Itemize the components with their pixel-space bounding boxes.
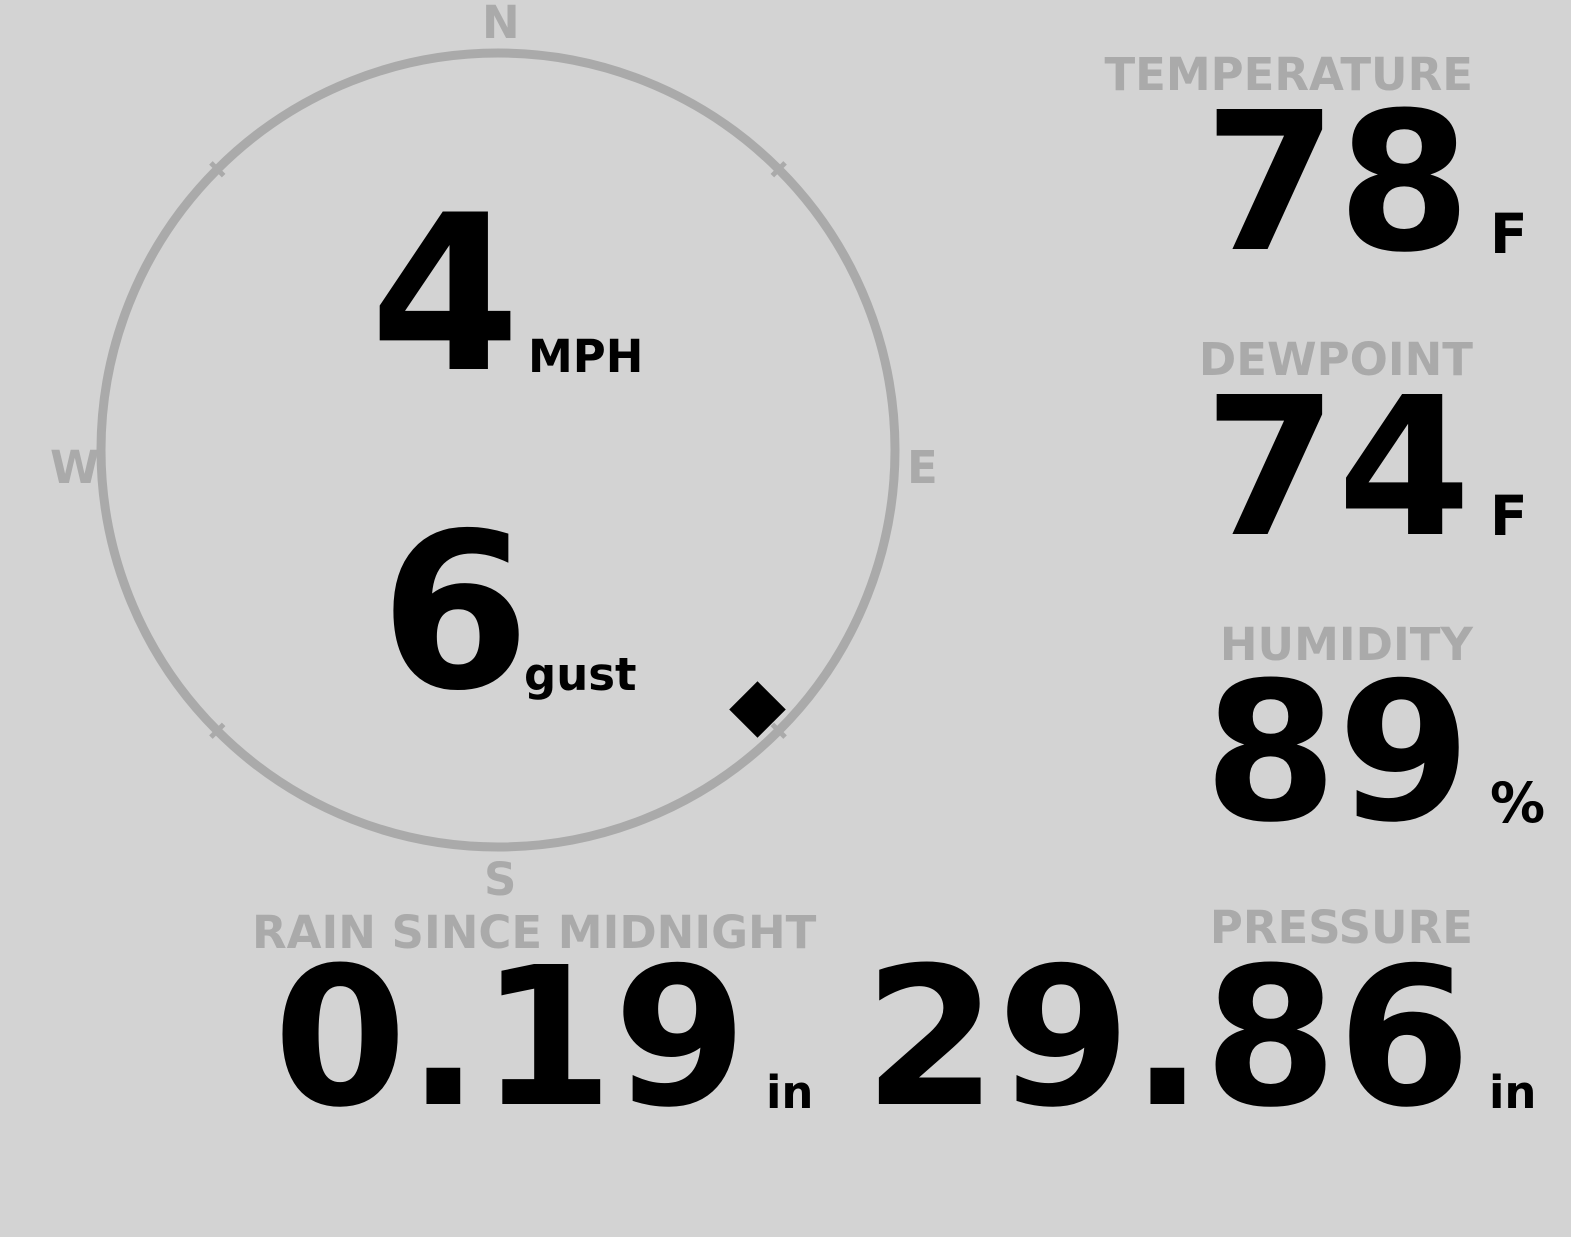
rain-label: RAIN SINCE MIDNIGHT <box>252 906 817 959</box>
temperature-unit: F <box>1490 202 1528 266</box>
wind-speed-unit: MPH <box>528 330 644 383</box>
compass-ring <box>96 48 900 852</box>
humidity-label: HUMIDITY <box>1219 618 1473 671</box>
compass-ticks <box>209 161 787 739</box>
compass-e: E <box>907 441 938 494</box>
humidity-unit: % <box>1490 771 1546 835</box>
wind-direction-marker <box>729 681 786 738</box>
compass-tick <box>209 161 226 178</box>
rain-unit: in <box>766 1066 814 1119</box>
dewpoint-value: 74 <box>1203 357 1471 580</box>
compass-w: W <box>50 441 100 494</box>
wind-speed-value: 4 <box>370 169 521 420</box>
humidity-value: 89 <box>1203 642 1471 865</box>
wind-gust-unit: gust <box>524 648 637 701</box>
compass-tick <box>770 161 787 178</box>
compass-n: N <box>482 0 520 49</box>
dewpoint-label: DEWPOINT <box>1198 333 1473 386</box>
wind-compass <box>96 48 900 852</box>
dewpoint-unit: F <box>1490 484 1528 548</box>
compass-tick <box>770 722 787 739</box>
pressure-label: PRESSURE <box>1209 901 1473 954</box>
compass-s: S <box>484 853 517 906</box>
temperature-label: TEMPERATURE <box>1104 48 1473 101</box>
pressure-value: 29.86 <box>863 927 1471 1150</box>
compass-tick <box>209 722 226 739</box>
rain-value: 0.19 <box>273 927 747 1150</box>
pressure-unit: in <box>1489 1066 1537 1119</box>
temperature-value: 78 <box>1203 72 1471 295</box>
wind-gust-value: 6 <box>380 487 531 738</box>
